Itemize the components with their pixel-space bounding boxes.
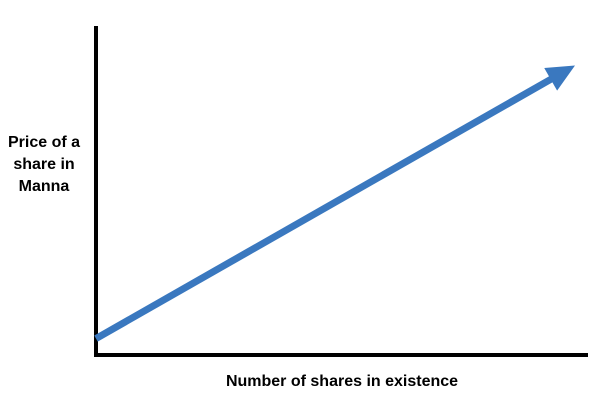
arrowhead [544,65,575,91]
series-layer [94,65,575,342]
y-axis-label: Price of a share in Manna [0,132,88,198]
series-line [94,75,555,342]
y-axis-label-line-2: share in [13,156,75,173]
y-axis-label-line-3: Manna [18,178,70,195]
x-axis-label: Number of shares in existence [225,373,459,390]
y-axis-label-line-1: Price of a [7,134,81,151]
